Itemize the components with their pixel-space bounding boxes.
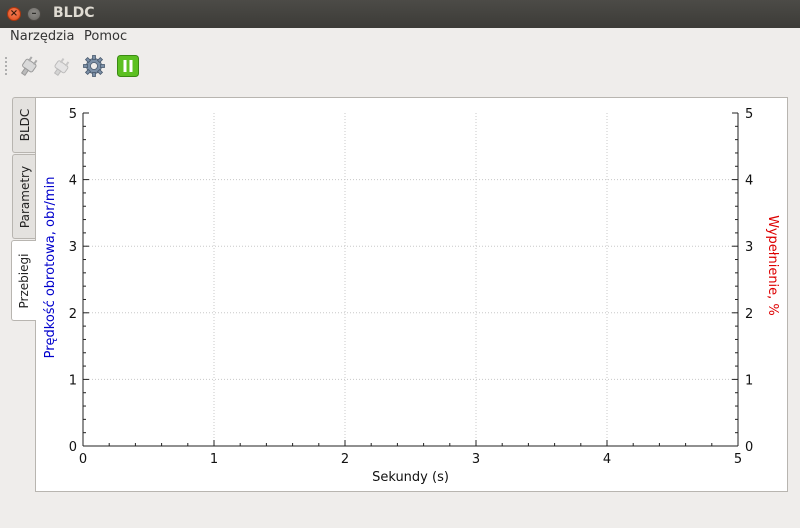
menu-bar: Narzędzia Pomoc	[0, 28, 800, 46]
tab-przebiegi[interactable]: Przebiegi	[11, 240, 36, 321]
y-left-tick-label: 0	[69, 440, 77, 455]
tab-parametry-label: Parametry	[17, 165, 32, 228]
x-axis-label: Sekundy (s)	[372, 470, 449, 485]
y-right-tick-label: 5	[745, 107, 753, 122]
y-right-tick-label: 0	[745, 440, 753, 455]
minimize-icon: –	[31, 8, 37, 19]
x-tick-label: 0	[79, 452, 87, 467]
y-left-tick-label: 4	[69, 174, 77, 189]
y-axis-right-label: Wypełnienie, %	[765, 215, 780, 316]
x-tick-label: 3	[472, 452, 480, 467]
x-tick-label: 1	[210, 452, 218, 467]
tab-przebiegi-label: Przebiegi	[17, 253, 31, 308]
y-right-tick-label: 2	[745, 307, 753, 322]
tab-bldc-label: BLDC	[17, 108, 32, 142]
pause-button[interactable]	[116, 54, 140, 78]
plug-connect-icon	[20, 56, 38, 77]
connect-button[interactable]	[17, 54, 41, 78]
x-tick-label: 2	[341, 452, 349, 467]
y-axis-left-label: Prędkość obrotowa, obr/min	[43, 177, 58, 359]
plot-panel: 0 1 2 3 4 5 0 0 1 1 2 2 3 3 4 4 5 5 Sekundy (s) Prędkość ob…	[35, 97, 788, 492]
menu-pomoc[interactable]: Pomoc	[84, 29, 128, 44]
settings-button[interactable]	[82, 54, 106, 78]
disconnect-button[interactable]	[50, 54, 74, 78]
tab-bldc[interactable]: BLDC	[12, 97, 36, 153]
y-left-tick-label: 2	[69, 307, 77, 322]
menu-narzedzia[interactable]: Narzędzia	[10, 29, 75, 44]
x-tick-label: 4	[603, 452, 611, 467]
plug-disconnect-icon	[53, 57, 70, 77]
title-bar: × – BLDC	[0, 0, 800, 28]
tab-parametry[interactable]: Parametry	[12, 154, 36, 239]
close-window-button[interactable]: ×	[7, 7, 21, 21]
close-icon: ×	[9, 8, 19, 19]
pause-icon	[117, 55, 139, 77]
y-left-tick-label: 3	[69, 240, 77, 255]
y-right-tick-label: 1	[745, 373, 753, 388]
minimize-window-button[interactable]: –	[27, 7, 41, 21]
gear-icon	[83, 55, 105, 77]
toolbar-grip-icon[interactable]	[4, 56, 8, 76]
y-right-tick-label: 3	[745, 240, 753, 255]
toolbar	[0, 50, 800, 82]
y-left-tick-label: 1	[69, 373, 77, 388]
y-left-tick-label: 5	[69, 107, 77, 122]
x-tick-label: 5	[734, 452, 742, 467]
y-right-tick-label: 4	[745, 174, 753, 189]
window-title: BLDC	[53, 5, 95, 21]
